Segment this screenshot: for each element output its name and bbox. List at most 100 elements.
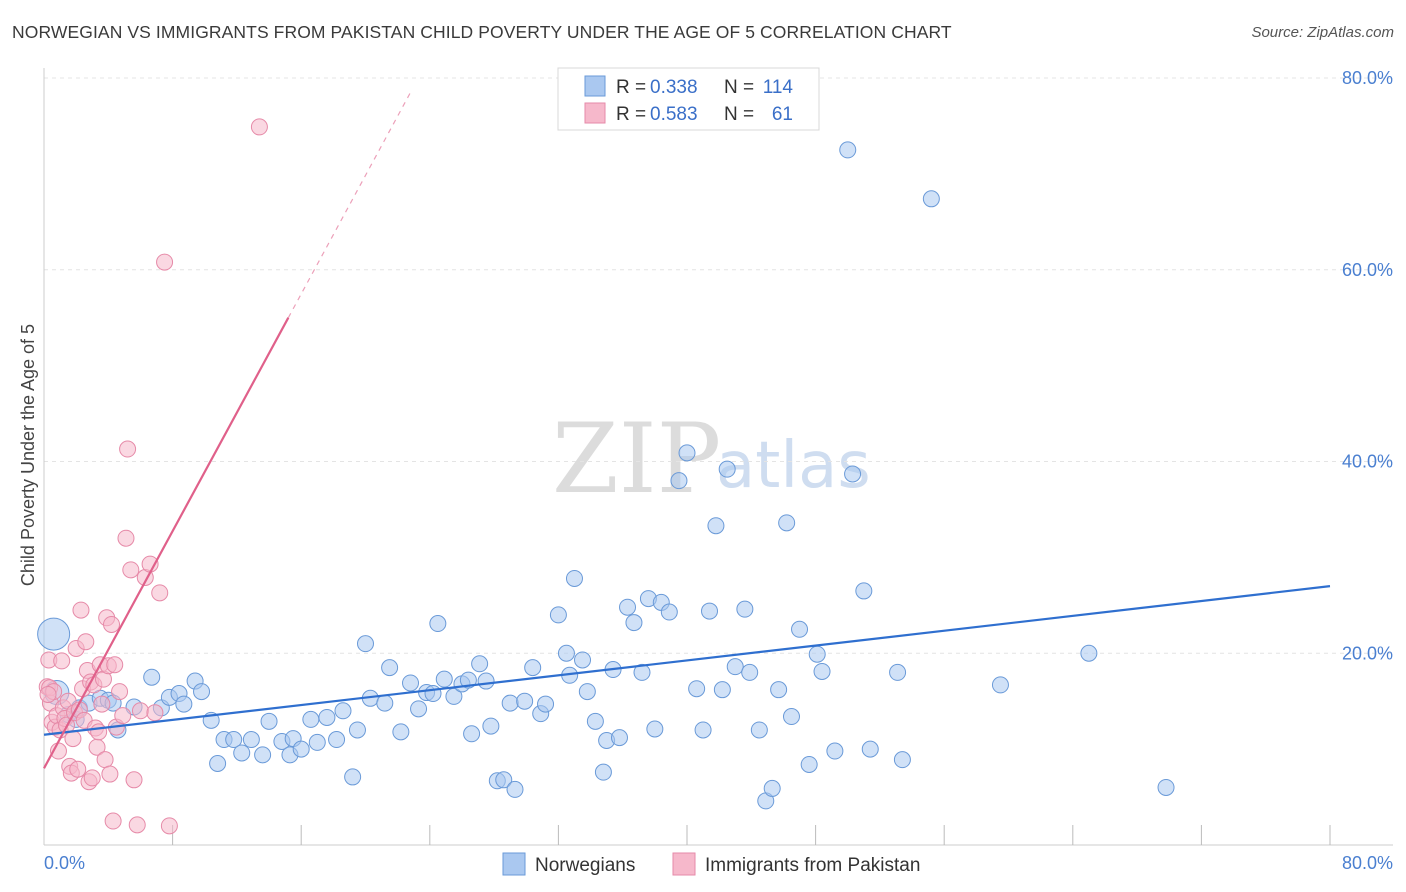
point-norwegians xyxy=(463,725,481,743)
point-norwegians xyxy=(660,603,678,621)
trend-line-pakistan-extension xyxy=(287,92,412,318)
point-norwegians xyxy=(193,683,211,701)
point-norwegians xyxy=(586,712,604,730)
y-tick-labels: 20.0% 40.0% 60.0% 80.0% xyxy=(1342,68,1393,663)
point-norwegians xyxy=(260,712,278,730)
point-norwegians xyxy=(619,598,637,616)
point-norwegians xyxy=(524,659,542,677)
point-norwegians xyxy=(328,731,346,749)
point-norwegians xyxy=(633,663,651,681)
axes xyxy=(43,68,1393,846)
point-pakistan xyxy=(111,683,129,701)
point-norwegians xyxy=(800,755,818,773)
point-pakistan xyxy=(72,601,90,619)
point-norwegians xyxy=(429,615,447,633)
point-norwegians xyxy=(459,671,477,689)
point-norwegians xyxy=(410,700,428,718)
point-norwegians xyxy=(893,751,911,769)
point-norwegians xyxy=(209,755,227,773)
point-pakistan xyxy=(122,561,140,579)
point-norwegians xyxy=(477,672,495,690)
chart-title: NORWEGIAN VS IMMIGRANTS FROM PAKISTAN CH… xyxy=(12,22,952,42)
point-norwegians xyxy=(557,644,575,662)
point-norwegians xyxy=(471,655,489,673)
point-norwegians xyxy=(718,460,736,478)
point-norwegians xyxy=(736,600,754,618)
point-norwegians xyxy=(861,740,879,758)
point-norwegians xyxy=(763,779,781,797)
point-norwegians xyxy=(565,569,583,587)
gridlines xyxy=(44,77,1393,654)
point-norwegians xyxy=(839,141,857,159)
point-norwegians xyxy=(782,708,800,726)
point-norwegians xyxy=(741,663,759,681)
legend-swatch-pakistan xyxy=(584,102,606,124)
point-pakistan xyxy=(125,771,143,789)
legend-n-label-2: N = xyxy=(724,104,754,125)
point-norwegians xyxy=(482,717,500,735)
bottom-legend-label-norwegians: Norwegians xyxy=(535,855,635,876)
source-credit: Source: ZipAtlas.com xyxy=(1251,24,1394,41)
point-norwegians xyxy=(501,694,519,712)
point-norwegians xyxy=(813,662,831,680)
point-pakistan xyxy=(114,707,132,725)
point-norwegians xyxy=(308,733,326,751)
watermark-atlas: atlas xyxy=(716,429,871,503)
point-norwegians xyxy=(678,444,696,462)
point-norwegians xyxy=(549,606,567,624)
point-norwegians xyxy=(922,190,940,208)
point-norwegians xyxy=(381,659,399,677)
point-norwegians xyxy=(713,681,731,699)
point-norwegians xyxy=(646,720,664,738)
point-norwegians xyxy=(1157,778,1175,796)
point-norwegians xyxy=(175,695,193,713)
point-norwegians xyxy=(318,708,336,726)
point-norwegians xyxy=(225,731,243,749)
point-norwegians xyxy=(844,465,862,483)
watermark: ZIP atlas xyxy=(552,403,871,515)
point-norwegians xyxy=(334,702,352,720)
point-norwegians xyxy=(701,602,719,620)
bottom-legend-swatch-norwegians xyxy=(502,852,526,876)
point-norwegians xyxy=(537,695,555,713)
point-pakistan xyxy=(69,760,87,778)
correlation-legend: R = 0.338 N = 114 R = 0.583 N = 61 xyxy=(557,67,820,131)
legend-n-value-2: 61 xyxy=(772,104,793,125)
x-tick-label: 0.0% xyxy=(44,853,85,873)
point-norwegians xyxy=(694,721,712,739)
legend-n-label-1: N = xyxy=(724,77,754,98)
point-pakistan xyxy=(104,812,122,830)
point-pakistan xyxy=(151,584,169,602)
point-norwegians xyxy=(292,740,310,758)
point-norwegians xyxy=(578,683,596,701)
point-norwegians xyxy=(610,729,628,747)
points-pakistan xyxy=(38,118,268,835)
point-norwegians xyxy=(770,681,788,699)
point-norwegians xyxy=(357,635,374,653)
legend-r-value-1: 0.338 xyxy=(650,77,698,98)
point-norwegians xyxy=(254,746,272,764)
point-pakistan xyxy=(131,702,149,720)
point-norwegians xyxy=(855,582,873,600)
point-pakistan xyxy=(146,704,164,722)
point-pakistan xyxy=(119,440,137,458)
point-norwegians xyxy=(37,617,71,651)
point-norwegians xyxy=(302,710,320,728)
point-norwegians xyxy=(670,472,688,490)
legend-n-value-1: 114 xyxy=(763,77,794,98)
legend-swatch-norwegians xyxy=(584,75,606,97)
series-legend: Norwegians Immigrants from Pakistan xyxy=(502,852,920,876)
point-pakistan xyxy=(117,529,135,547)
point-norwegians xyxy=(625,614,643,632)
point-norwegians xyxy=(424,685,442,703)
point-pakistan xyxy=(90,723,108,741)
point-norwegians xyxy=(750,721,768,739)
point-pakistan xyxy=(96,751,114,769)
point-pakistan xyxy=(101,765,119,783)
point-pakistan xyxy=(39,685,57,703)
point-norwegians xyxy=(791,620,809,638)
watermark-zip: ZIP xyxy=(552,403,721,515)
point-pakistan xyxy=(106,656,124,674)
point-pakistan xyxy=(53,652,71,670)
